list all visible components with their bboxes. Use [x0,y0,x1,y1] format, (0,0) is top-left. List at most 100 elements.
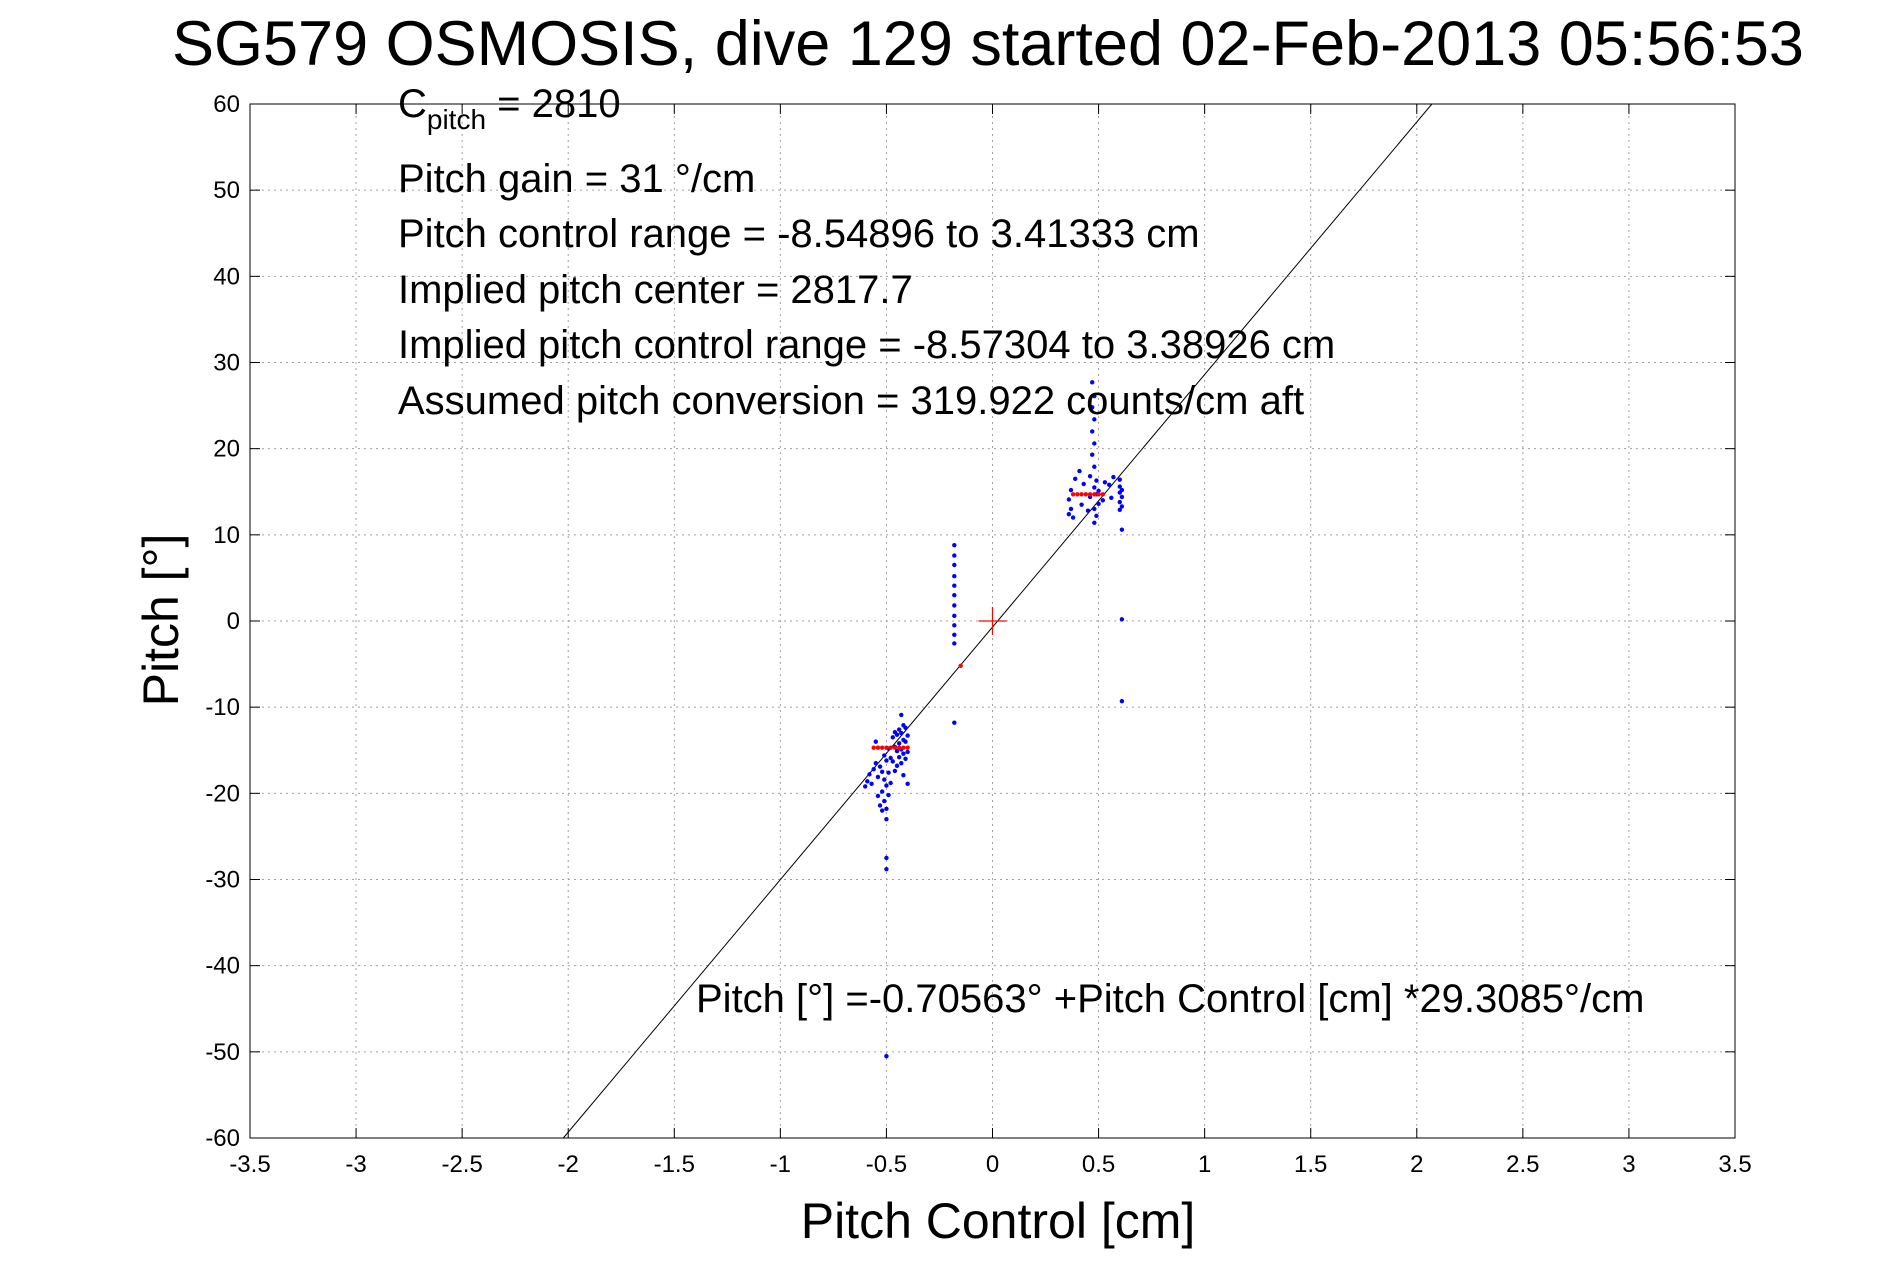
data-point [894,732,900,737]
data-point [871,745,876,750]
data-point [952,583,957,588]
plot-frame [249,103,1736,1139]
data-point [1092,464,1097,469]
data-point [1066,511,1072,517]
data-point [1087,492,1093,497]
data-point [1092,393,1097,399]
data-point [1096,501,1101,507]
data-point [1100,492,1106,497]
annotations: Cpitch = 2810 Pitch gain = 31 °/cm Pitch… [398,82,1644,1021]
data-point [952,542,957,548]
annotation-pitch-gain: Pitch gain = 31 °/cm [398,157,755,201]
data-point [1090,380,1095,385]
data-point [952,603,957,608]
data-point [952,720,957,725]
data-point [1090,452,1095,457]
data-point [903,739,908,744]
y-tick-label: -20 [205,780,240,807]
data-point [903,725,908,731]
data-point [905,781,910,787]
x-tick-label: 0 [986,1151,999,1178]
data-point [890,759,895,764]
data-point [903,756,908,762]
data-point [896,741,902,746]
data-point [884,806,889,812]
x-tick-label: 2.5 [1506,1151,1539,1178]
series-2 [871,492,1106,750]
y-tick-label: 30 [213,350,240,377]
data-point [890,735,895,740]
y-tick-labels: 60 50 40 30 20 10 0 -10 -20 -30 -40 -50 -60 [205,91,240,1152]
data-point [1119,504,1125,509]
data-point [1119,527,1125,532]
data-point [882,798,887,804]
data-point [884,1053,889,1059]
data-point [1087,474,1093,479]
data-point [1075,492,1080,497]
y-tick-label: 40 [213,263,240,290]
annotation-c-pitch-main: C [398,82,427,126]
data-point [1100,498,1106,503]
data-point [877,764,883,769]
x-tick-label: 2 [1410,1151,1423,1178]
data-point [1096,492,1101,497]
data-point [1111,474,1116,480]
data-point [882,753,887,758]
y-tick-label: 50 [213,177,240,204]
x-axis-label: Pitch Control [cm] [801,1193,1196,1249]
x-tick-labels: -3.5 -3 -2.5 -2 -1.5 -1 -0.5 0 0.5 1 1.5 2 2.5 3 3.5 [229,1151,1751,1178]
data-point [1092,506,1097,512]
data-point [1117,484,1122,489]
data-point [1094,478,1099,483]
data-point [952,623,957,628]
data-point [952,592,957,598]
data-point [1079,492,1084,497]
data-point [952,613,957,619]
data-point [1090,429,1095,434]
y-tick-label: -40 [205,953,240,980]
data-point [892,745,898,750]
data-point [884,783,889,788]
data-point [884,866,889,872]
data-point [1119,698,1125,704]
annotation-implied-pitch-center: Implied pitch center = 2817.7 [398,268,913,312]
data-point [863,784,868,789]
data-point [1117,499,1122,505]
data-point [875,774,881,780]
data-point [1096,488,1101,494]
x-tick-label: 3.5 [1718,1151,1751,1178]
annotation-c-pitch: Cpitch = 2810 [398,82,621,135]
data-point [886,792,891,798]
data-point [1092,520,1097,525]
data-point [952,573,957,579]
data-point [867,772,872,777]
data-point [1073,476,1078,482]
data-point [884,855,889,861]
data-point [1106,482,1112,488]
data-point [1092,417,1097,422]
y-tick-label: 60 [213,91,240,118]
origin-marker [978,607,1007,635]
x-tick-label: -2.5 [441,1151,482,1178]
data-point [1077,468,1082,474]
data-point [884,816,889,822]
data-point [1092,492,1097,497]
x-tick-label: -2 [558,1151,579,1178]
data-point [1068,506,1074,512]
data-point [892,768,898,774]
y-tick-label: 10 [213,522,240,549]
data-point [1092,441,1097,446]
data-point [865,779,870,784]
data-point [958,663,963,669]
data-point [952,562,957,568]
plot-area [249,103,1736,1139]
data-point [886,770,891,775]
y-axis-label: Pitch [°] [133,534,189,707]
data-point [905,733,910,738]
data-point [905,749,910,755]
data-point [896,745,902,750]
data-point [1070,515,1076,520]
data-layer [562,103,1433,1139]
x-tick-label: 1 [1198,1151,1211,1178]
